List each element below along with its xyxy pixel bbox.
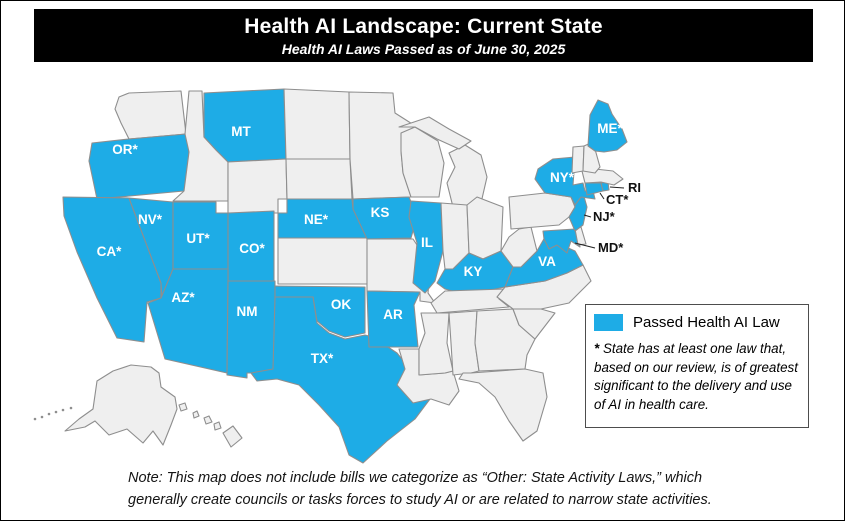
callout-line-CT (599, 192, 605, 200)
state-label-TX: TX* (311, 351, 334, 366)
callout-line-NJ (583, 214, 592, 218)
state-label-CA: CA* (97, 244, 122, 259)
state-MI (446, 144, 488, 208)
legend-footnote-asterisk: * (594, 341, 600, 356)
legend-label: Passed Health AI Law (633, 314, 780, 331)
map-footnote: Note: This map does not include bills we… (128, 467, 748, 511)
state-WA (114, 90, 187, 140)
state-label-UT: UT* (186, 231, 210, 246)
state-SD (285, 158, 353, 200)
callout-line-RI (609, 186, 625, 189)
state-AR (366, 290, 421, 348)
state-AZ (147, 268, 229, 374)
page-title: Health AI Landscape: Current State (244, 14, 603, 38)
legend-footnote: * State has at least one law that, based… (594, 340, 800, 414)
state-label-MT: MT (231, 124, 251, 139)
state-WY (227, 158, 288, 214)
state-AK-islands-dot (61, 408, 65, 412)
state-label-NV: NV* (138, 212, 163, 227)
legend-swatch (594, 314, 623, 331)
state-FL (458, 368, 548, 442)
state-label-AR: AR (383, 307, 403, 322)
callout-label-MD: MD* (598, 240, 624, 255)
state-HI (178, 402, 188, 412)
state-PA (508, 192, 576, 230)
state-label-NE: NE* (304, 212, 329, 227)
state-label-AZ: AZ* (171, 290, 195, 305)
state-NM (226, 280, 276, 379)
callout-label-NJ: NJ* (593, 209, 616, 224)
state-TX (250, 296, 434, 464)
state-AK-islands-dot (40, 415, 44, 419)
state-AK-islands-dot (33, 417, 37, 421)
state-label-CO: CO* (239, 241, 265, 256)
footnote-line-2: generally create councils or tasks force… (128, 492, 712, 508)
state-OR (88, 133, 190, 200)
state-VT (571, 145, 585, 174)
title-bar: Health AI Landscape: Current State Healt… (34, 9, 813, 62)
state-KS (277, 237, 373, 285)
state-AK (64, 364, 178, 446)
state-IA (352, 196, 418, 240)
state-AK-islands-dot (47, 412, 51, 416)
state-HI-part1 (192, 410, 200, 419)
state-HI-part3 (213, 421, 222, 431)
state-OH (466, 196, 504, 260)
state-label-NM: NM (237, 304, 258, 319)
state-ME (587, 99, 628, 153)
legend-footnote-text: State has at least one law that, based o… (594, 341, 798, 412)
legend-row: Passed Health AI Law (594, 314, 800, 331)
state-MI-part1 (398, 116, 472, 150)
state-label-IA: KS (371, 205, 390, 220)
state-label-NY: NY* (550, 170, 575, 185)
state-label-VA: VA (538, 254, 556, 269)
footnote-line-1: Note: This map does not include bills we… (128, 470, 703, 486)
state-label-KY: KY (464, 264, 483, 279)
state-HI-part4 (222, 425, 243, 448)
page-subtitle: Health AI Laws Passed as of June 30, 202… (281, 40, 566, 57)
state-label-OR: OR* (112, 142, 138, 157)
state-HI-part2 (203, 415, 213, 425)
callout-label-CT: CT* (606, 192, 629, 207)
callout-label-RI: RI (628, 180, 641, 195)
state-AK-islands-dot (69, 406, 73, 410)
state-label-IL: IL (421, 235, 433, 250)
state-ND (283, 88, 351, 160)
state-MS (418, 312, 454, 376)
callout-line-MD (574, 242, 596, 249)
state-WV (500, 226, 538, 268)
legend-box: Passed Health AI Law * State has at leas… (585, 304, 809, 428)
state-label-OK: OK (331, 297, 352, 312)
state-label-ME: ME* (597, 121, 623, 136)
state-AK-islands-dot (54, 410, 58, 414)
